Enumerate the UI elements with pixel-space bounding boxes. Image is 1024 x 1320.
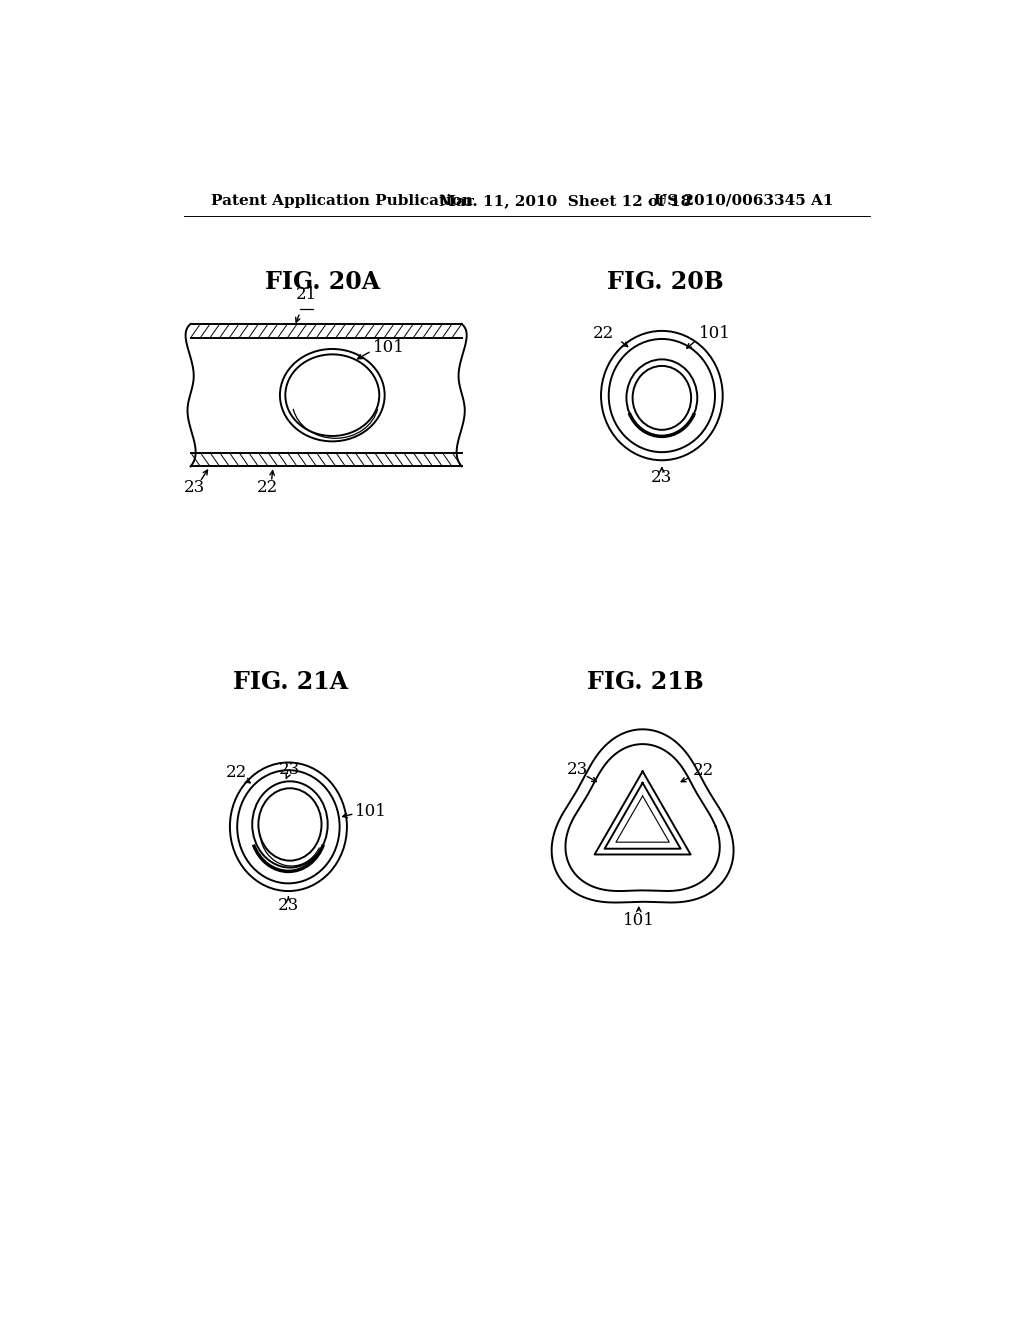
Text: 23: 23	[566, 760, 588, 777]
Text: 23: 23	[279, 760, 300, 777]
Text: Mar. 11, 2010  Sheet 12 of 18: Mar. 11, 2010 Sheet 12 of 18	[438, 194, 691, 207]
Text: 22: 22	[257, 479, 279, 496]
Text: 22: 22	[226, 764, 248, 781]
Text: 23: 23	[184, 479, 205, 496]
Text: 101: 101	[698, 326, 731, 342]
Text: 22: 22	[593, 326, 614, 342]
Text: FIG. 21A: FIG. 21A	[233, 671, 348, 694]
Text: 101: 101	[355, 803, 387, 820]
Text: FIG. 20B: FIG. 20B	[607, 269, 724, 293]
Text: FIG. 20A: FIG. 20A	[265, 269, 381, 293]
Text: Patent Application Publication: Patent Application Publication	[211, 194, 473, 207]
Text: 22: 22	[692, 762, 714, 779]
Text: US 2010/0063345 A1: US 2010/0063345 A1	[654, 194, 834, 207]
Text: 101: 101	[623, 912, 654, 929]
Text: 23: 23	[278, 896, 299, 913]
Text: 21: 21	[296, 286, 316, 304]
Text: 101: 101	[373, 338, 404, 355]
Text: FIG. 21B: FIG. 21B	[587, 671, 703, 694]
Text: 23: 23	[651, 470, 673, 487]
